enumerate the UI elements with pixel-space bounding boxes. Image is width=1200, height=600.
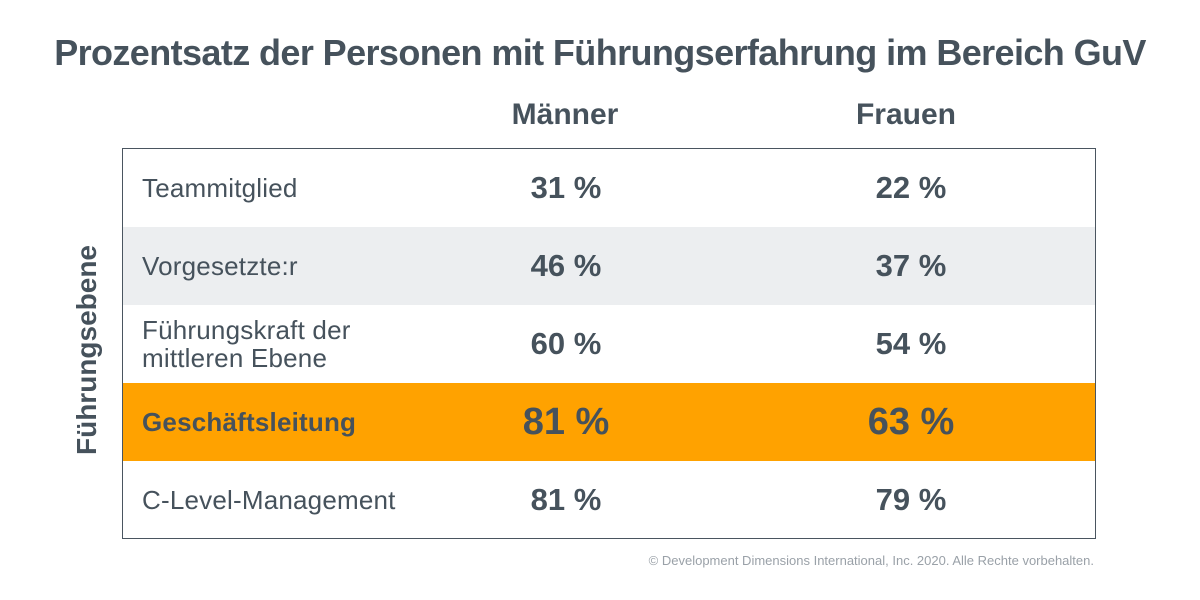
table-row-teammitglied: Teammitglied 31 % 22 %: [123, 149, 1095, 227]
data-table: Teammitglied 31 % 22 % Vorgesetzte:r 46 …: [122, 148, 1096, 539]
column-header-maenner: Männer: [511, 98, 619, 131]
value-frauen: 79 %: [875, 482, 947, 517]
value-frauen: 37 %: [875, 248, 947, 283]
row-label: Teammitglied: [142, 173, 298, 203]
value-maenner: 60 %: [530, 326, 602, 361]
value-maenner: 81 %: [522, 400, 610, 443]
table-row-vorgesetzte: Vorgesetzte:r 46 % 37 %: [123, 227, 1095, 305]
value-maenner: 81 %: [530, 482, 602, 517]
row-label: Führungskraft der mittleren Ebene: [142, 315, 351, 373]
value-maenner: 46 %: [530, 248, 602, 283]
row-axis-label: Führungsebene: [71, 244, 102, 456]
row-label: Geschäftsleitung: [142, 407, 357, 437]
table-row-geschaeftsleitung: Geschäftsleitung 81 % 63 %: [123, 383, 1095, 461]
table-row-mittlere-ebene: Führungskraft der mittleren Ebene 60 % 5…: [123, 305, 1095, 383]
value-frauen: 54 %: [875, 326, 947, 361]
chart-title: Prozentsatz der Personen mit Führungserf…: [54, 32, 1146, 73]
copyright-footer: © Development Dimensions International, …: [648, 553, 1094, 568]
row-label: C-Level-Management: [142, 485, 396, 515]
value-maenner: 31 %: [530, 170, 602, 205]
column-header-frauen: Frauen: [855, 98, 957, 131]
value-frauen: 22 %: [875, 170, 947, 205]
table-row-c-level: C-Level-Management 81 % 79 %: [123, 461, 1095, 538]
row-label: Vorgesetzte:r: [142, 251, 298, 281]
value-frauen: 63 %: [867, 400, 955, 443]
